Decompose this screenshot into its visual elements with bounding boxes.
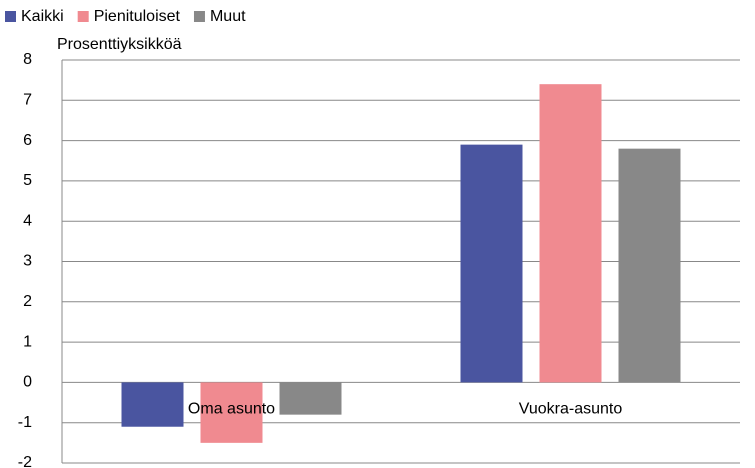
- y-tick-label: 6: [23, 132, 32, 149]
- legend-swatch: [77, 11, 89, 22]
- y-tick-label: 3: [23, 253, 32, 270]
- bar: [539, 84, 602, 383]
- bar: [200, 382, 263, 443]
- legend-label: Kaikki: [21, 8, 64, 25]
- y-tick-label: 2: [23, 293, 32, 310]
- legend-label: Pienituloiset: [94, 8, 181, 25]
- y-tick-label: 0: [23, 374, 32, 391]
- y-tick-label: -2: [18, 454, 32, 468]
- x-tick-label: Oma asunto: [188, 401, 275, 418]
- bar: [460, 144, 523, 383]
- legend-swatch: [193, 11, 205, 22]
- y-axis-label: Prosenttiyksikköä: [57, 36, 182, 53]
- x-tick-label: Vuokra-asunto: [519, 401, 623, 418]
- y-tick-label: 8: [23, 51, 32, 68]
- y-tick-label: 7: [23, 92, 32, 109]
- legend-swatch: [5, 11, 16, 22]
- legend-label: Muut: [210, 8, 246, 25]
- bar: [121, 382, 184, 427]
- bar: [279, 382, 342, 415]
- y-tick-label: -1: [18, 414, 32, 431]
- y-tick-label: 1: [23, 333, 32, 350]
- bar: [618, 148, 681, 383]
- y-tick-label: 4: [23, 212, 32, 229]
- y-tick-label: 5: [23, 172, 32, 189]
